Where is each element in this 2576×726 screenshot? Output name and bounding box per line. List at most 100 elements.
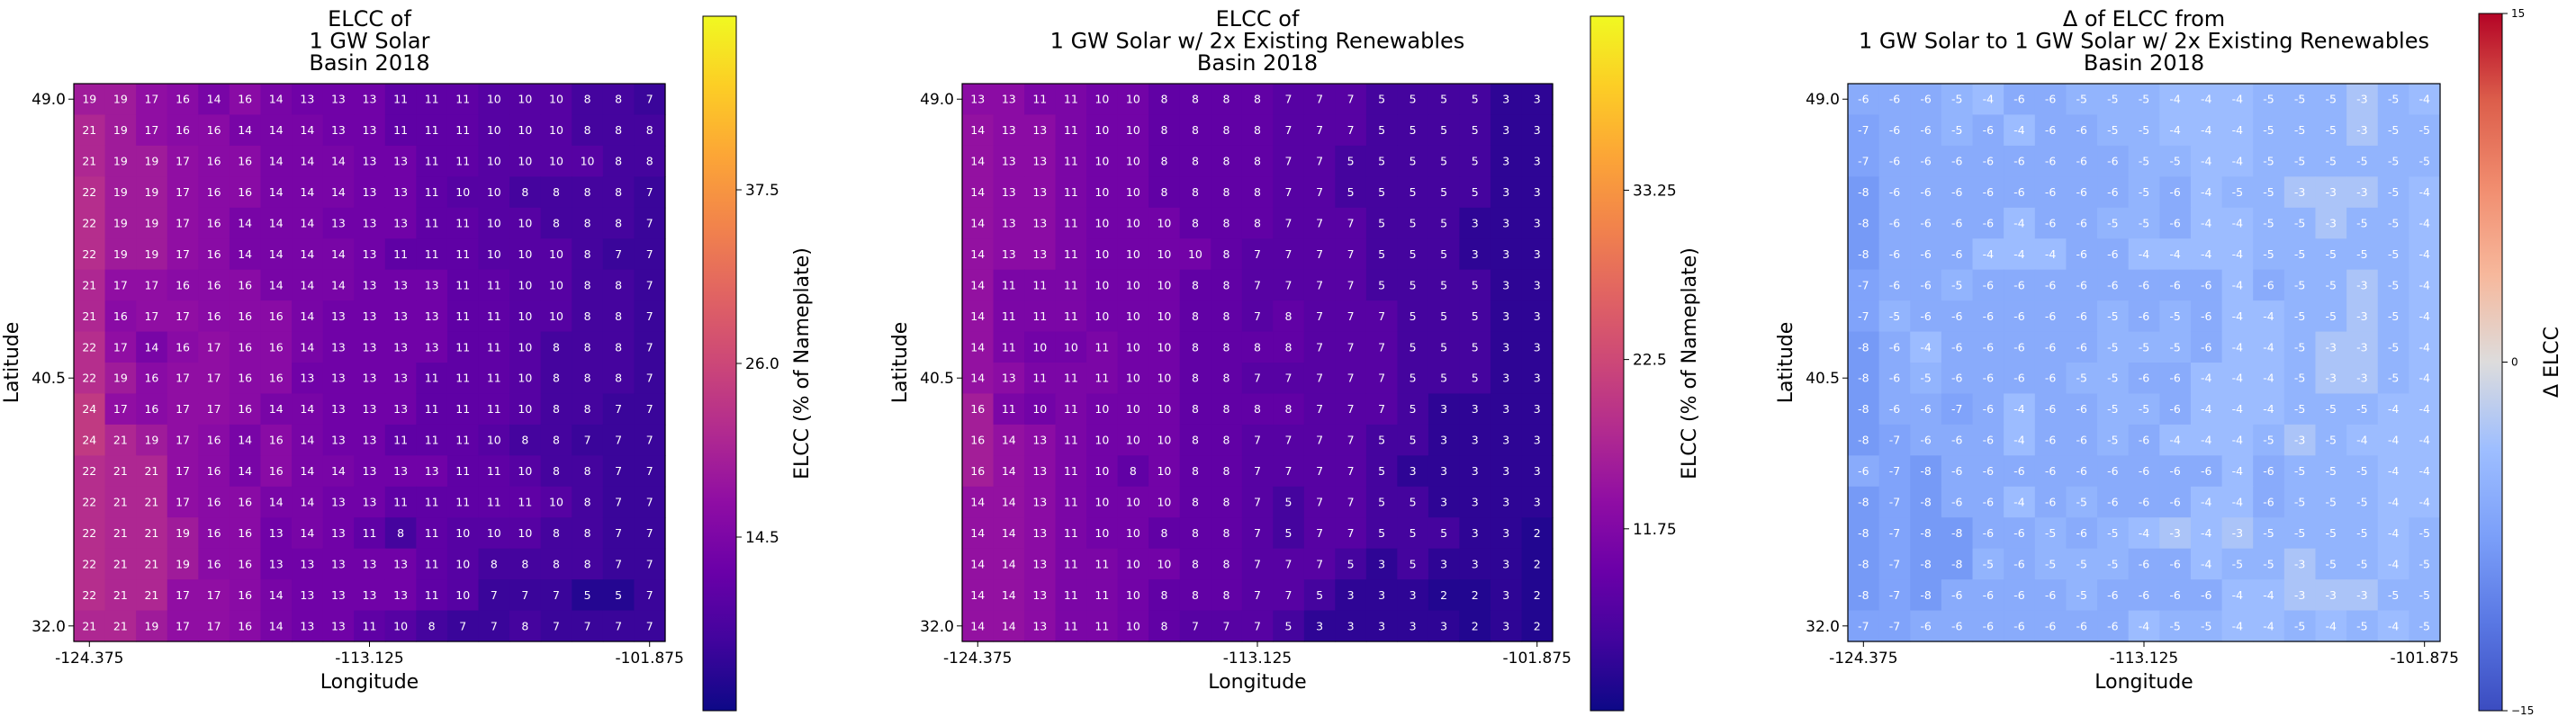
heatmap-cell bbox=[2346, 176, 2379, 209]
heatmap-cell bbox=[1179, 424, 1211, 456]
heatmap-cell bbox=[1365, 610, 1398, 642]
heatmap-cell bbox=[1910, 517, 1942, 550]
cell-value-label: 10 bbox=[487, 123, 501, 137]
cell-value-label: 8 bbox=[1192, 372, 1199, 385]
heatmap-cell bbox=[1428, 145, 1461, 177]
cell-value-label: 7 bbox=[1347, 434, 1355, 447]
heatmap-cell bbox=[198, 238, 230, 271]
cell-value-label: -6 bbox=[2107, 278, 2119, 291]
heatmap-cell bbox=[354, 145, 386, 177]
cell-value-label: -5 bbox=[2356, 247, 2367, 261]
heatmap-cell bbox=[993, 84, 1025, 116]
cell-value-label: 3 bbox=[1410, 464, 1417, 478]
heatmap-cell bbox=[2283, 145, 2317, 177]
cell-value-label: 14 bbox=[1002, 557, 1016, 570]
heatmap-cell-labels: -6 -6 -6 -5 -4 -6 -6 -5 -5 -5 -4 -4 -4 -5 -5 -5 -3 -5 -4-7… bbox=[1858, 93, 2430, 633]
heatmap-cell bbox=[292, 331, 324, 363]
heatmap-cell bbox=[2034, 610, 2067, 642]
heatmap-cell bbox=[74, 455, 106, 488]
cell-value-label: 13 bbox=[363, 464, 377, 478]
heatmap-cell bbox=[1335, 424, 1367, 456]
x-tick-label: -101.875 bbox=[1503, 650, 1572, 668]
cell-value-label: 13 bbox=[393, 372, 408, 385]
cell-value-label: -6 bbox=[2045, 340, 2057, 354]
heatmap-cell bbox=[509, 486, 542, 518]
cell-value-label: 11 bbox=[455, 402, 470, 416]
cell-value-label: 13 bbox=[1002, 123, 1016, 137]
heatmap-cell bbox=[74, 207, 106, 239]
heatmap-cell bbox=[2377, 238, 2409, 271]
heatmap-cell bbox=[1117, 363, 1149, 395]
heatmap-cell bbox=[2409, 486, 2441, 518]
cell-value-label: -4 bbox=[2418, 93, 2430, 106]
cell-value-label: -6 bbox=[1858, 464, 1869, 478]
cell-value-label: -7 bbox=[1889, 526, 1900, 540]
heatmap-cell bbox=[2409, 579, 2441, 612]
heatmap-cell bbox=[1941, 579, 1974, 612]
heatmap-cell bbox=[167, 207, 199, 239]
heatmap-cell bbox=[1521, 269, 1554, 301]
cell-value-label: 11 bbox=[1064, 402, 1078, 416]
cell-value-label: 16 bbox=[176, 278, 190, 291]
cell-value-label: -5 bbox=[1889, 309, 1900, 323]
heatmap-cell bbox=[260, 84, 293, 116]
heatmap-cell bbox=[1910, 145, 1942, 177]
heatmap-cell bbox=[104, 610, 137, 642]
cell-value-label: 13 bbox=[363, 588, 377, 602]
heatmap-cell bbox=[1910, 238, 1942, 271]
heatmap-cell bbox=[1848, 517, 1880, 550]
heatmap-cell bbox=[2409, 517, 2441, 550]
heatmap-cell bbox=[1878, 269, 1911, 301]
heatmap-cell bbox=[993, 114, 1025, 147]
cell-value-label: 7 bbox=[1316, 557, 1323, 570]
cell-value-label: 8 bbox=[1254, 185, 1261, 199]
heatmap-cell bbox=[1397, 207, 1429, 239]
heatmap-cell bbox=[416, 363, 448, 395]
cell-value-label: 14 bbox=[269, 123, 284, 137]
heatmap-cell-labels: 13 13 11 11 10 10 8 8 8 8 7 7 7 5 5 5 5 3 314 13 13 11 10 10 8 8 8… bbox=[970, 93, 1540, 633]
heatmap-cell bbox=[1211, 238, 1243, 271]
heatmap-cell bbox=[572, 548, 604, 580]
cell-value-label: 14 bbox=[238, 123, 252, 137]
heatmap-cell bbox=[1086, 610, 1119, 642]
x-tick-label: -113.125 bbox=[335, 650, 403, 668]
cell-value-label: 8 bbox=[584, 402, 591, 416]
heatmap-cell bbox=[2346, 145, 2379, 177]
heatmap-cell bbox=[292, 176, 324, 209]
heatmap-cell bbox=[292, 579, 324, 612]
cell-value-label: 14 bbox=[1002, 464, 1016, 478]
cell-value-label: 7 bbox=[1316, 526, 1323, 540]
cell-value-label: -5 bbox=[2107, 93, 2118, 106]
cell-value-label: 11 bbox=[1064, 619, 1078, 632]
heatmap-cell bbox=[1397, 363, 1429, 395]
heatmap-cell bbox=[962, 145, 995, 177]
heatmap-cell bbox=[1179, 84, 1211, 116]
heatmap-cell bbox=[509, 424, 542, 456]
cell-value-label: -6 bbox=[1889, 278, 1901, 291]
heatmap-cell bbox=[2283, 424, 2317, 456]
x-axis-label: Longitude bbox=[320, 671, 419, 694]
heatmap-cell bbox=[478, 363, 510, 395]
cell-value-label: -6 bbox=[2076, 309, 2088, 323]
heatmap-cell bbox=[509, 393, 542, 426]
cell-value-label: 13 bbox=[393, 557, 408, 570]
cell-value-label: -5 bbox=[2326, 278, 2337, 291]
heatmap-cell bbox=[2409, 393, 2441, 426]
heatmap-cell bbox=[1148, 548, 1181, 580]
heatmap-cell bbox=[2034, 331, 2067, 363]
cell-value-label: 16 bbox=[207, 155, 221, 168]
cell-value-label: 17 bbox=[176, 309, 190, 323]
cell-value-label: 5 bbox=[1440, 93, 1447, 106]
cell-value-label: 10 bbox=[518, 372, 532, 385]
heatmap-cell bbox=[2128, 176, 2160, 209]
cell-value-label: 5 bbox=[1410, 247, 1417, 261]
cell-value-label: 8 bbox=[584, 123, 591, 137]
heatmap-cell bbox=[1428, 114, 1461, 147]
cell-value-label: 10 bbox=[1126, 619, 1140, 632]
cell-value-label: -6 bbox=[2263, 496, 2274, 509]
cell-value-label: 5 bbox=[1440, 217, 1447, 230]
heatmap-cell bbox=[74, 517, 106, 550]
cell-value-label: -3 bbox=[2326, 340, 2337, 354]
cell-value-label: 17 bbox=[144, 278, 158, 291]
